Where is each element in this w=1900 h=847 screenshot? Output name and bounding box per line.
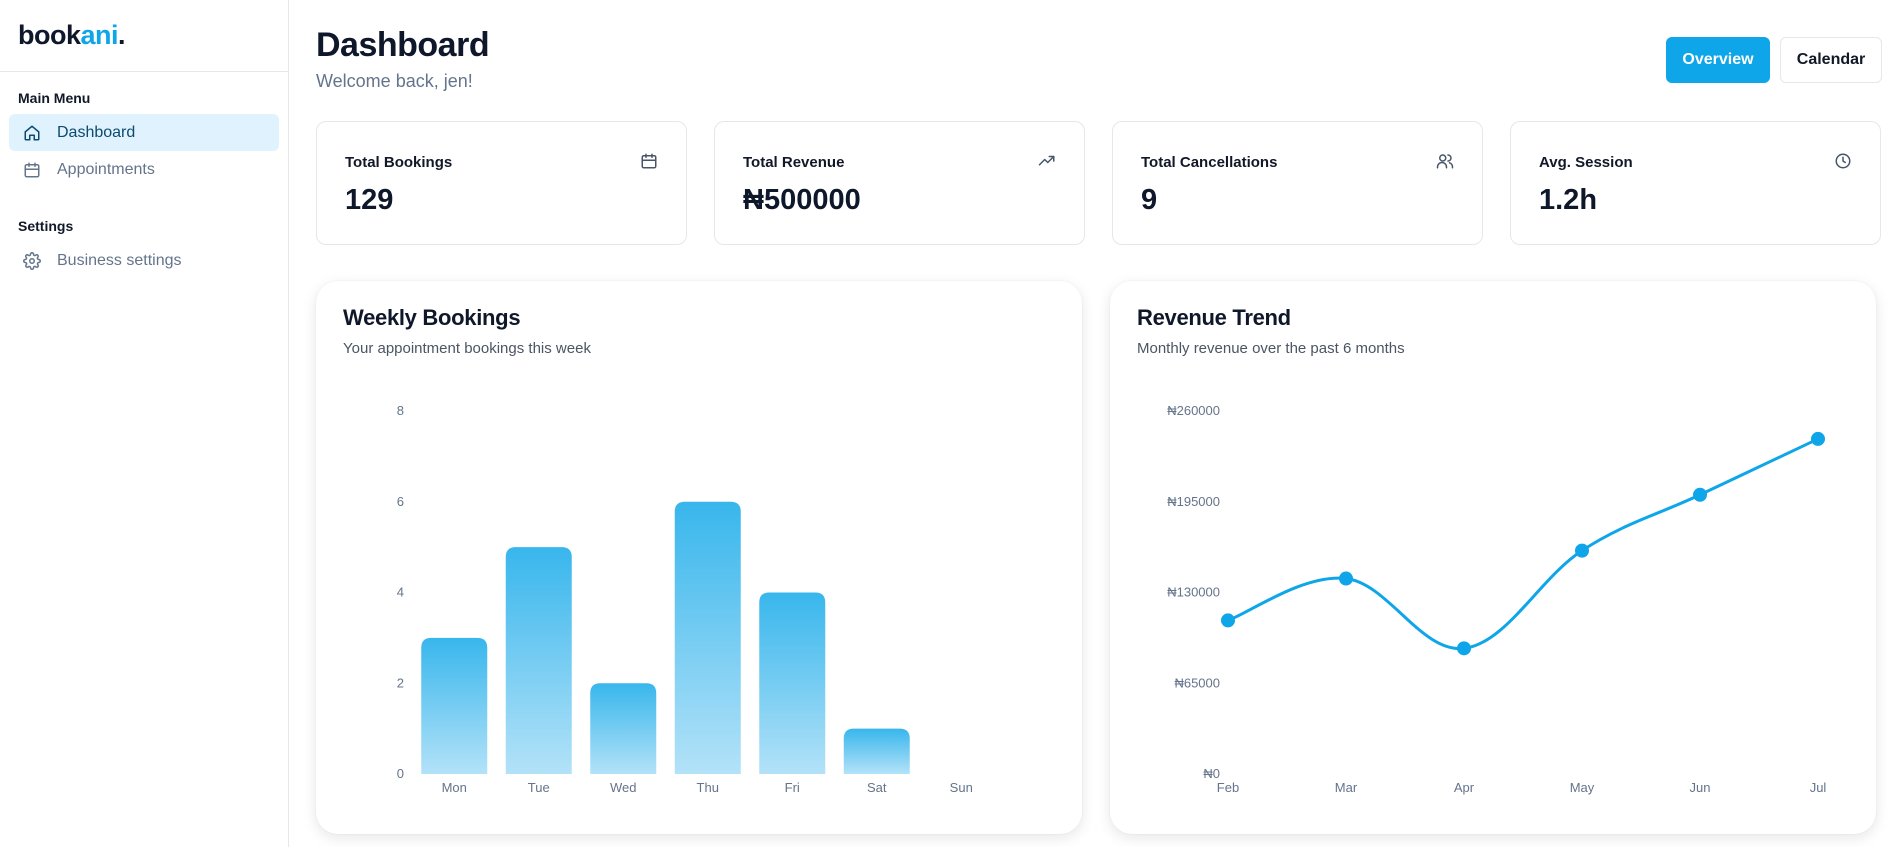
- weekly-bookings-chart: 0 2 4 6 8 Mon Tue Wed Thu Fri Sat Sun: [397, 403, 973, 795]
- point-jun[interactable]: [1693, 487, 1707, 502]
- x-tick-label: Thu: [697, 780, 719, 795]
- y-tick-label: 6: [397, 494, 404, 509]
- overview-button[interactable]: Overview: [1666, 37, 1770, 83]
- x-tick-label: Wed: [610, 780, 637, 795]
- y-tick-label: ₦260000: [1167, 403, 1220, 418]
- x-tick-label: Fri: [785, 780, 800, 795]
- y-tick-label: 2: [397, 675, 404, 690]
- x-tick-label: Mar: [1335, 780, 1358, 795]
- weekly-bookings-card: Weekly Bookings Your appointment booking…: [316, 281, 1082, 834]
- logo-dot: .: [118, 20, 126, 50]
- x-tick-label: Apr: [1454, 780, 1475, 795]
- main-content: Dashboard Welcome back, jen! Overview Ca…: [316, 0, 1882, 847]
- y-tick-label: ₦130000: [1167, 585, 1220, 600]
- stat-label: Total Cancellations: [1141, 154, 1278, 171]
- chart-title: Weekly Bookings: [343, 305, 521, 330]
- logo-text-ani: ani: [80, 20, 119, 50]
- bar-mon[interactable]: [421, 637, 488, 774]
- y-tick-label: 0: [397, 766, 404, 781]
- stat-card-avg-session: Avg. Session 1.2h: [1510, 121, 1881, 245]
- y-tick-label: ₦0: [1203, 766, 1220, 781]
- stat-card-total-bookings: Total Bookings 129: [316, 121, 687, 245]
- welcome-subtitle: Welcome back, jen!: [316, 71, 473, 91]
- x-tick-label: Sat: [867, 780, 887, 795]
- y-tick-label: ₦195000: [1167, 494, 1220, 509]
- x-tick-label: May: [1570, 780, 1595, 795]
- sidebar-item-label: Dashboard: [57, 123, 136, 141]
- sidebar-item-dashboard[interactable]: Dashboard: [9, 114, 279, 151]
- point-mar[interactable]: [1339, 571, 1353, 586]
- sidebar-item-appointments[interactable]: Appointments: [9, 151, 279, 188]
- calendar-button[interactable]: Calendar: [1780, 37, 1882, 83]
- stat-value: 129: [345, 184, 394, 216]
- users-icon: [1436, 152, 1454, 170]
- stat-card-total-revenue: Total Revenue ₦500000: [714, 121, 1085, 245]
- stat-value: 1.2h: [1539, 184, 1598, 216]
- view-toggle: Overview Calendar: [1666, 37, 1882, 83]
- chart-title: Revenue Trend: [1137, 305, 1291, 330]
- home-icon: [23, 124, 41, 142]
- page-title: Dashboard: [316, 26, 490, 64]
- y-tick-label: 4: [397, 585, 404, 600]
- sidebar-item-business-settings[interactable]: Business settings: [9, 242, 279, 279]
- stat-label: Total Revenue: [743, 154, 845, 171]
- y-tick-label: ₦65000: [1174, 675, 1220, 690]
- logo-text-book: book: [18, 20, 81, 50]
- x-tick-label: Sun: [950, 780, 973, 795]
- stat-label: Avg. Session: [1539, 154, 1633, 171]
- chart-subtitle: Your appointment bookings this week: [343, 340, 591, 357]
- calendar-icon: [23, 161, 41, 179]
- gear-icon: [23, 251, 41, 270]
- bar-thu[interactable]: [674, 501, 741, 774]
- y-tick-label: 8: [397, 403, 404, 418]
- revenue-line: [1227, 437, 1819, 650]
- x-tick-label: Jul: [1810, 780, 1827, 795]
- stat-value: ₦500000: [743, 184, 861, 216]
- settings-heading: Settings: [18, 218, 74, 234]
- x-tick-label: Feb: [1217, 780, 1239, 795]
- point-apr[interactable]: [1457, 641, 1471, 656]
- main-menu-heading: Main Menu: [18, 90, 91, 106]
- point-jul[interactable]: [1811, 431, 1825, 446]
- sidebar-item-label: Business settings: [57, 251, 182, 269]
- point-feb[interactable]: [1221, 613, 1235, 628]
- sidebar: book ani. Main Menu Dashboard Appointment…: [0, 0, 289, 847]
- settings-section: Settings Business settings: [0, 218, 288, 279]
- logo[interactable]: book ani.: [0, 0, 288, 72]
- calendar-icon: [640, 152, 658, 170]
- revenue-trend-card: Revenue Trend Monthly revenue over the p…: [1110, 281, 1876, 834]
- stat-label: Total Bookings: [345, 154, 453, 171]
- clock-icon: [1834, 152, 1852, 170]
- bar-wed[interactable]: [590, 683, 657, 774]
- stat-card-total-cancellations: Total Cancellations 9: [1112, 121, 1483, 245]
- bar-sat[interactable]: [843, 728, 910, 774]
- revenue-trend-chart: ₦0 ₦65000 ₦130000 ₦195000 ₦260000 Feb Mar Apr Ma…: [1167, 403, 1827, 795]
- point-may[interactable]: [1575, 543, 1589, 558]
- stat-value: 9: [1141, 184, 1158, 216]
- bar-fri[interactable]: [759, 592, 826, 775]
- bar-tue[interactable]: [505, 547, 572, 774]
- trending-up-icon: [1038, 152, 1056, 170]
- x-tick-label: Jun: [1690, 780, 1711, 795]
- stats-row: Total Bookings 129 Total Revenue ₦500000…: [316, 121, 1882, 245]
- chart-subtitle: Monthly revenue over the past 6 months: [1137, 340, 1405, 357]
- main-menu-section: Main Menu Dashboard Appointments: [0, 90, 288, 188]
- sidebar-item-label: Appointments: [57, 160, 155, 178]
- x-tick-label: Mon: [442, 780, 467, 795]
- x-tick-label: Tue: [528, 780, 550, 795]
